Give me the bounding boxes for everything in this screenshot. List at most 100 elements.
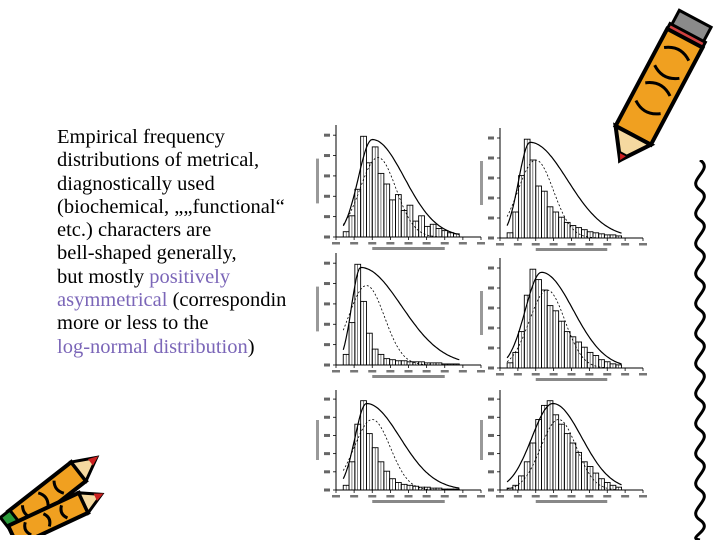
x-tick-label [332,370,340,373]
y-tick-label [488,366,494,370]
x-tick-label [603,373,612,376]
y-tick-label [324,261,330,265]
normal-curve [507,419,622,491]
y-tick-label [324,363,330,367]
y-tick-label [488,156,494,160]
text-segment: ) [247,335,255,358]
y-tick-label [488,306,494,310]
x-tick-label [422,242,431,245]
body-text: Empirical frequency distributions of metr… [57,126,322,359]
histogram-panel [480,258,647,381]
y-tick-label [488,452,494,456]
y-tick-label [488,433,494,437]
x-tick-label [368,242,377,245]
x-tick-label [621,495,630,498]
normal-curve [342,285,460,366]
x-tick-label [440,370,449,373]
x-tick-label [404,242,413,245]
y-tick-label [324,302,330,306]
y-tick-label [324,433,330,437]
x-axis-label [535,500,608,503]
y-tick-label [488,488,494,492]
x-tick-label [567,495,576,498]
y-tick-label [324,488,330,492]
pencil-icon [0,455,105,535]
histogram-panel [316,390,485,503]
fitted-curve [342,266,460,361]
y-tick-label [488,470,494,474]
fitted-curve [506,271,622,365]
text-segment: diagnostically used [57,172,215,195]
x-tick-label [404,370,413,373]
x-tick-label [332,242,340,245]
text-line: asymmetrical (correspondin [57,289,322,312]
y-tick-label [324,397,330,401]
x-tick-label [585,243,594,246]
x-tick-label [496,373,504,376]
x-tick-label [477,370,485,373]
y-tick-label [488,136,494,140]
x-tick-label [585,373,594,376]
y-tick-label [488,236,494,240]
x-tick-label [440,495,449,498]
x-tick-label [639,495,647,498]
x-tick-label [422,495,431,498]
text-line: etc.) characters are [57,219,322,242]
y-tick-label [488,176,494,180]
x-tick-label [531,243,540,246]
x-tick-label [621,243,630,246]
text-line: Empirical frequency [57,126,322,149]
normal-curve [342,157,460,238]
x-tick-label [440,242,449,245]
text-segment: but mostly [57,265,150,288]
x-tick-label [404,495,413,498]
y-tick-label [488,196,494,200]
x-tick-label [350,242,359,245]
y-tick-label [488,415,494,419]
text-segment: bell-shaped generally, [57,242,237,265]
y-tick-label [324,174,330,178]
x-axis-label [372,247,445,250]
text-line: (biochemical, „„functional“ [57,196,322,219]
y-tick-label [324,415,330,419]
y-tick-label [488,216,494,220]
x-tick-label [513,495,522,498]
x-tick-label [458,495,467,498]
y-tick-label [324,133,330,137]
x-tick-label [567,243,576,246]
y-tick-label [488,397,494,401]
normal-curve [506,289,622,369]
fitted-curve [506,141,622,234]
x-tick-label [639,373,647,376]
y-axis-label [480,291,483,335]
x-tick-label [368,370,377,373]
x-tick-label [567,373,576,376]
y-tick-label [324,470,330,474]
y-tick-label [324,235,330,239]
fitted-curve [342,402,460,489]
x-tick-label [477,495,485,498]
x-tick-label [350,370,359,373]
highlighted-term: log-normal distribution [57,335,248,358]
text-segment: Empirical frequency [57,126,225,148]
y-axis-label [316,420,319,460]
histogram-panel [480,390,647,503]
x-tick-label [603,495,612,498]
text-line: but mostly positively [57,266,322,289]
y-axis-label [480,161,483,205]
x-tick-label [513,243,522,246]
text-line: bell-shaped generally, [57,242,322,265]
y-tick-label [324,452,330,456]
text-segment: etc.) characters are [57,219,212,242]
histogram-panel [316,125,485,250]
x-tick-label [386,370,395,373]
y-tick-label [488,266,494,270]
text-line: diagnostically used [57,173,322,196]
squiggle-border [694,160,706,540]
highlighted-term: positively [149,265,231,288]
x-axis-label [535,378,608,381]
x-tick-label [458,370,467,373]
x-tick-label [368,495,377,498]
